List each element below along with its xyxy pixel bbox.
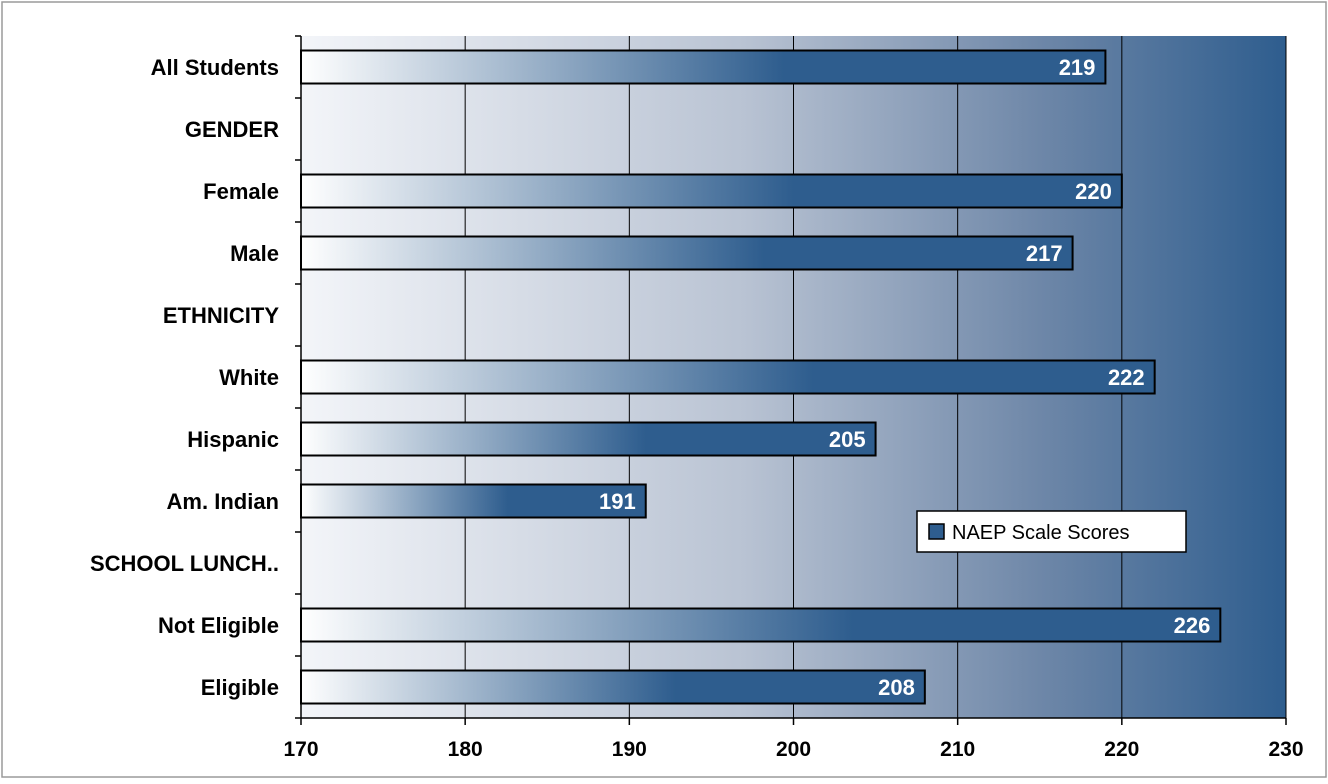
x-tick-label: 170 [283, 738, 318, 761]
bar-value-label: 220 [1075, 179, 1112, 204]
legend[interactable]: NAEP Scale Scores [916, 510, 1187, 553]
bar-value-label: 219 [1059, 55, 1096, 80]
value-labels: 219 220 217 222 205 191 226 208 [599, 55, 1210, 700]
legend-label: NAEP Scale Scores [952, 522, 1130, 544]
category-label: White [219, 365, 279, 390]
bar[interactable] [300, 235, 1074, 271]
category-label: All Students [151, 55, 279, 80]
bar-value-label: 222 [1108, 365, 1145, 390]
x-tick-label: 180 [448, 738, 483, 761]
category-label: Hispanic [187, 427, 279, 452]
axes [295, 35, 1287, 725]
category-label: SCHOOL LUNCH.. [90, 551, 279, 576]
category-label: Eligible [201, 675, 279, 700]
category-label: ETHNICITY [163, 303, 279, 328]
bar-value-label: 226 [1174, 613, 1211, 638]
bar[interactable] [300, 173, 1123, 209]
x-tick-label: 220 [1104, 738, 1139, 761]
category-label: Female [203, 179, 279, 204]
bar[interactable] [300, 607, 1222, 643]
bar-value-label: 191 [599, 489, 636, 514]
bar[interactable] [300, 669, 926, 705]
bar-value-label: 208 [878, 675, 915, 700]
bar-value-label: 205 [829, 427, 866, 452]
category-labels: All Students GENDER Female Male ETHNICITY Whi… [90, 55, 279, 700]
bar[interactable] [300, 49, 1107, 85]
bar[interactable] [300, 483, 647, 519]
category-label: Not Eligible [158, 613, 279, 638]
tick-labels: 170 180 190 200 210 220 230 [283, 738, 1303, 761]
category-label: Am. Indian [167, 489, 279, 514]
legend-box [916, 510, 1187, 553]
category-label: GENDER [185, 117, 279, 142]
bars [300, 49, 1222, 705]
bar-value-label: 217 [1026, 241, 1063, 266]
category-label: Male [230, 241, 279, 266]
x-tick-label: 200 [776, 738, 811, 761]
bar[interactable] [300, 359, 1156, 395]
x-tick-label: 230 [1268, 738, 1303, 761]
bar[interactable] [300, 421, 877, 457]
legend-swatch [928, 523, 945, 540]
x-tick-label: 210 [940, 738, 975, 761]
x-tick-label: 190 [612, 738, 647, 761]
